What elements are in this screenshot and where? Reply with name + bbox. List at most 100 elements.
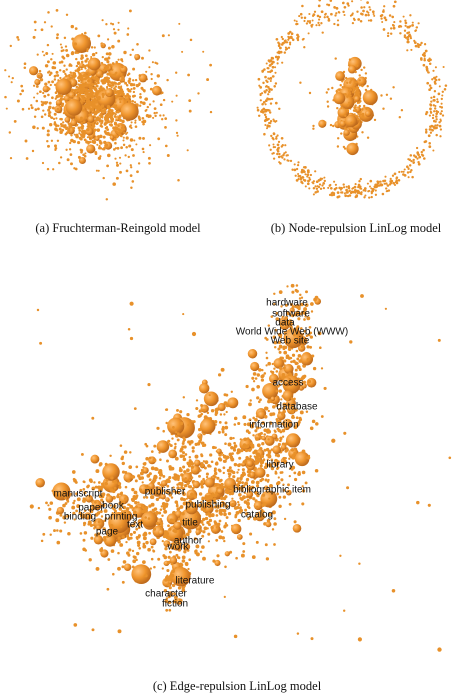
node [434, 66, 437, 69]
node [270, 62, 274, 65]
node [429, 131, 433, 134]
node [115, 110, 118, 114]
node [342, 183, 345, 186]
node [78, 83, 82, 87]
node [290, 397, 294, 400]
node [266, 473, 270, 478]
node-label: software [272, 309, 310, 320]
node [412, 154, 416, 157]
node [60, 60, 64, 64]
node [301, 502, 305, 506]
node [89, 523, 94, 527]
node [278, 495, 282, 499]
node [200, 483, 204, 487]
node [280, 136, 284, 140]
node [437, 92, 441, 96]
node [355, 93, 358, 96]
node [63, 521, 67, 524]
node [147, 156, 151, 160]
node [132, 559, 137, 564]
node [58, 61, 62, 64]
node [71, 139, 75, 143]
node [221, 427, 225, 431]
node [48, 101, 52, 105]
node [111, 22, 115, 26]
node [83, 74, 86, 77]
node [324, 12, 327, 15]
node [49, 533, 52, 536]
node [63, 490, 68, 494]
node [57, 124, 60, 128]
node [259, 94, 262, 97]
node [93, 120, 96, 123]
node [193, 459, 201, 467]
node [105, 478, 109, 482]
node [74, 69, 78, 72]
node [143, 509, 148, 513]
node [266, 66, 269, 70]
node [344, 93, 347, 96]
node [96, 143, 99, 146]
node [85, 100, 88, 103]
node [21, 107, 25, 111]
node [403, 35, 406, 39]
node [352, 77, 355, 80]
node [139, 471, 144, 476]
node [113, 486, 117, 490]
node [202, 556, 206, 561]
node [183, 470, 187, 474]
node [109, 111, 112, 115]
node [52, 168, 55, 171]
node [255, 491, 259, 496]
node [441, 94, 444, 97]
node [419, 43, 422, 47]
node [20, 84, 24, 88]
node [108, 52, 112, 56]
node [102, 176, 105, 180]
node [36, 92, 39, 95]
node [402, 170, 405, 173]
node [362, 90, 378, 106]
node [191, 486, 195, 490]
node [299, 12, 303, 16]
node [310, 25, 313, 28]
node [334, 57, 337, 60]
node [106, 104, 111, 109]
node [214, 411, 219, 415]
node [103, 68, 106, 71]
node [172, 600, 176, 604]
node [366, 85, 369, 88]
node [224, 477, 237, 490]
node [358, 74, 361, 77]
node [47, 114, 51, 118]
node [268, 463, 272, 468]
node [338, 88, 341, 92]
node [205, 472, 209, 476]
node [268, 64, 271, 67]
node [98, 144, 101, 148]
node [312, 127, 315, 130]
node [388, 14, 392, 17]
node [116, 110, 120, 114]
node [151, 61, 154, 64]
node [429, 86, 433, 90]
node [137, 501, 140, 504]
node [263, 132, 266, 136]
node [380, 94, 383, 97]
node [42, 91, 45, 95]
node [71, 88, 75, 92]
node [103, 80, 106, 83]
node [50, 58, 53, 61]
node [74, 480, 78, 484]
node [402, 15, 405, 18]
node [212, 499, 216, 502]
node [223, 459, 227, 463]
node [80, 89, 84, 93]
node [276, 150, 280, 153]
node [356, 10, 359, 13]
node [121, 470, 126, 474]
node [304, 173, 307, 176]
node [270, 134, 273, 138]
node [424, 128, 428, 132]
node [164, 408, 168, 411]
